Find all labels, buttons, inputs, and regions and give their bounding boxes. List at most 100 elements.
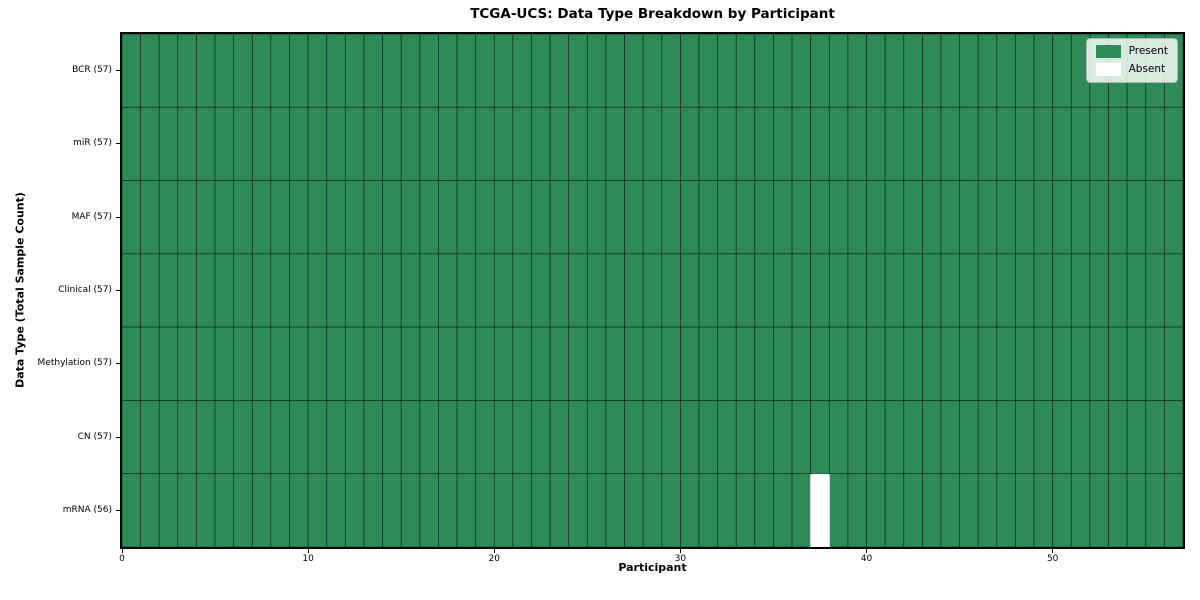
heatmap-cell-present [903, 253, 923, 328]
heatmap-cell-present [1163, 326, 1183, 401]
heatmap-cell-present [847, 253, 867, 328]
heatmap-cell-present [624, 400, 644, 475]
heatmap-cell-present [940, 400, 961, 475]
heatmap-cell-present [624, 326, 644, 401]
heatmap-cell-present [122, 326, 142, 401]
heatmap-cell-present [866, 326, 886, 401]
heatmap-cell-present [475, 400, 495, 475]
heatmap-cell-present [344, 326, 365, 401]
heatmap-cell-present [289, 34, 309, 108]
ytick-mark [116, 143, 120, 145]
heatmap-cell-present [289, 400, 309, 475]
heatmap-cell-present [922, 34, 942, 108]
heatmap-cell-present [158, 34, 179, 108]
heatmap-cell-present [270, 106, 290, 181]
heatmap-cell-present [922, 253, 942, 328]
heatmap-cell-present [698, 180, 719, 255]
heatmap-cell-present [586, 400, 607, 475]
heatmap-cell-present [680, 106, 700, 181]
heatmap-cell-present [810, 106, 830, 181]
heatmap-cell-present [1163, 473, 1183, 547]
heatmap-cell-present [158, 253, 179, 328]
heatmap-cell-present [400, 180, 421, 255]
heatmap-cell-present [196, 473, 216, 547]
heatmap-cell-present [1108, 180, 1128, 255]
heatmap-cell-present [922, 326, 942, 401]
heatmap-cell-present [754, 326, 774, 401]
heatmap-cell-present [1126, 473, 1147, 547]
heatmap-cell-present [791, 253, 812, 328]
heatmap-cell-present [289, 326, 309, 401]
heatmap-cell-present [400, 400, 421, 475]
heatmap-cell-present [1033, 34, 1054, 108]
heatmap-cell-present [922, 400, 942, 475]
heatmap-cell-present [419, 253, 439, 328]
heatmap-cell-present [344, 180, 365, 255]
heatmap-cell-present [140, 34, 160, 108]
heatmap-cell-present [586, 180, 607, 255]
heatmap-cell-present [493, 400, 514, 475]
heatmap-cell-present [735, 34, 756, 108]
heatmap-cell-present [940, 180, 961, 255]
heatmap-cell-present [438, 106, 458, 181]
heatmap-cell-present [717, 253, 737, 328]
heatmap-cell-present [177, 326, 197, 401]
heatmap-cell-present [419, 34, 439, 108]
heatmap-cell-present [1052, 106, 1072, 181]
heatmap-cell-present [1015, 253, 1035, 328]
xtick-mark [1052, 549, 1054, 553]
heatmap-cell-present [959, 106, 979, 181]
heatmap-cell-present [456, 473, 477, 547]
heatmap-cell-present [438, 34, 458, 108]
heatmap-cell-present [1052, 34, 1072, 108]
heatmap-cell-present [456, 34, 477, 108]
heatmap-cell-present [140, 473, 160, 547]
heatmap-cell-present [1126, 180, 1147, 255]
heatmap-cell-present [475, 180, 495, 255]
heatmap-cell-present [1070, 253, 1091, 328]
heatmap-cell-present [1052, 326, 1072, 401]
heatmap-cell-present [866, 34, 886, 108]
heatmap-cell-present [363, 34, 383, 108]
heatmap-cell-present [717, 473, 737, 547]
heatmap-cell-present [214, 326, 235, 401]
heatmap-cell-present [977, 34, 998, 108]
heatmap-cell-present [140, 400, 160, 475]
heatmap-cell-present [140, 106, 160, 181]
heatmap-cell-present [140, 326, 160, 401]
heatmap-cell-present [605, 400, 625, 475]
heatmap-cell-present [251, 473, 272, 547]
heatmap-cell-present [549, 326, 570, 401]
heatmap-cell-present [233, 180, 253, 255]
heatmap-cell-present [1052, 253, 1072, 328]
heatmap-cell-present [307, 180, 328, 255]
heatmap-cell-present [717, 34, 737, 108]
legend-label: Absent [1128, 63, 1166, 75]
ytick-mark [116, 436, 120, 438]
heatmap-cell-present [196, 326, 216, 401]
heatmap-cell-present [233, 400, 253, 475]
heatmap-cell-present [903, 400, 923, 475]
heatmap-cell-present [1052, 180, 1072, 255]
heatmap-cell-present [1070, 473, 1091, 547]
heatmap-cell-present [363, 106, 383, 181]
legend-label: Present [1128, 45, 1168, 57]
heatmap-cell-present [493, 106, 514, 181]
xtick-label: 50 [1046, 554, 1059, 564]
heatmap-cell-present [661, 34, 681, 108]
ytick-label: CN (57) [77, 431, 112, 442]
heatmap-cell-present [196, 34, 216, 108]
heatmap-cell-present [158, 180, 179, 255]
heatmap-cell-present [810, 400, 830, 475]
heatmap-cell-present [735, 400, 756, 475]
heatmap-cell-present [1015, 106, 1035, 181]
heatmap-cell-present [363, 473, 383, 547]
heatmap-cell-present [363, 400, 383, 475]
heatmap-cell-present [847, 400, 867, 475]
heatmap-cell-present [1145, 400, 1165, 475]
heatmap-cell-present [1126, 326, 1147, 401]
heatmap-cell-present [586, 34, 607, 108]
heatmap-cell-present [847, 180, 867, 255]
ytick-mark [116, 216, 120, 218]
heatmap-cell-present [642, 253, 663, 328]
